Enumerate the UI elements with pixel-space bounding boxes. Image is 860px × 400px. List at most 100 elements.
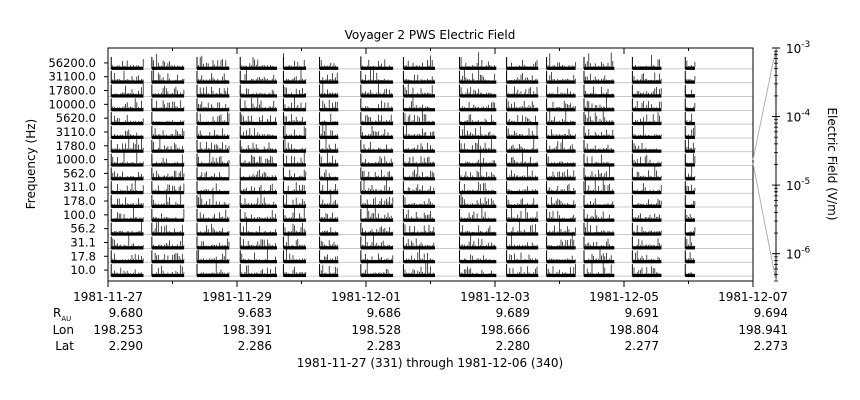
channel-trace <box>282 222 307 236</box>
channel-trace <box>402 222 436 236</box>
channel-trace <box>196 259 230 278</box>
channel-trace <box>631 222 662 236</box>
channel-trace <box>402 195 436 209</box>
channel-trace <box>151 264 185 278</box>
channel-trace <box>684 220 696 236</box>
channel-trace <box>319 153 339 167</box>
channel-trace <box>282 264 307 278</box>
channel-trace <box>684 98 696 112</box>
channel-trace <box>282 94 307 112</box>
channel-trace <box>239 177 277 195</box>
channel-trace <box>402 245 436 264</box>
frequency-tick-label: 17800.0 <box>48 84 96 98</box>
channel-trace <box>506 181 539 195</box>
channel-trace <box>546 98 576 112</box>
channel-trace <box>684 235 696 250</box>
channel-trace <box>402 164 436 181</box>
channel-trace <box>583 195 615 209</box>
channel-trace <box>684 56 696 70</box>
channel-trace <box>631 208 662 222</box>
ephemeris-value: 198.941 <box>738 323 788 337</box>
channel-trace <box>583 166 615 181</box>
ephemeris-row-label: Lat <box>55 339 74 353</box>
channel-trace <box>196 111 230 126</box>
channel-trace <box>196 151 230 167</box>
channel-trace <box>360 177 394 195</box>
channel-trace <box>282 148 307 167</box>
channel-trace <box>684 163 696 181</box>
channel-trace <box>459 250 497 264</box>
channel-trace <box>546 136 576 153</box>
channel-trace <box>546 70 576 84</box>
channel-trace <box>151 84 185 98</box>
colorbar-label: Electric Field (V/m) <box>825 107 839 220</box>
channel-trace <box>151 69 185 84</box>
colorbar-connector-bottom <box>752 162 777 282</box>
channel-trace <box>196 55 230 70</box>
channel-trace <box>110 264 144 278</box>
channel-trace <box>546 208 576 222</box>
ephemeris-value: 2.283 <box>367 339 401 353</box>
channel-trace <box>506 165 539 181</box>
channel-trace <box>402 260 436 278</box>
channel-trace <box>319 190 339 209</box>
channel-trace <box>360 204 394 222</box>
ephemeris-value: 2.286 <box>238 339 272 353</box>
frequency-tick-label: 56200.0 <box>48 56 96 70</box>
channel-trace <box>583 52 615 70</box>
channel-trace <box>196 236 230 250</box>
channel-trace <box>360 80 394 98</box>
y-axis-label: Frequency (Hz) <box>24 119 38 210</box>
channel-trace <box>360 56 394 70</box>
frequency-tick-label: 31100.0 <box>48 70 96 84</box>
channel-trace <box>319 264 339 278</box>
channel-trace <box>110 98 144 112</box>
channel-trace <box>282 68 307 84</box>
channel-trace <box>151 165 185 181</box>
channel-trace <box>459 207 497 222</box>
channel-trace <box>151 181 185 195</box>
channel-trace <box>631 84 662 98</box>
channel-trace <box>319 222 339 236</box>
channel-trace <box>631 70 662 84</box>
channel-trace <box>196 70 230 84</box>
channel-trace <box>684 84 696 98</box>
channel-trace <box>239 264 277 278</box>
channel-trace <box>459 69 497 84</box>
channel-trace <box>360 112 394 126</box>
channel-trace <box>459 162 497 181</box>
ephemeris-value: 2.273 <box>754 339 788 353</box>
channel-trace <box>684 181 696 195</box>
channel-trace <box>360 222 394 236</box>
channel-trace <box>459 125 497 139</box>
channel-trace <box>506 56 539 70</box>
frequency-tick-label: 311.0 <box>63 180 96 194</box>
channel-trace <box>402 83 436 98</box>
channel-trace <box>459 84 497 98</box>
channel-trace <box>583 139 615 153</box>
channel-trace <box>151 153 185 167</box>
channel-trace <box>402 208 436 222</box>
channel-trace <box>631 164 662 181</box>
channel-trace <box>402 108 436 126</box>
channel-trace <box>506 112 539 126</box>
channel-trace <box>319 177 339 195</box>
channel-trace <box>583 236 615 250</box>
channel-trace <box>282 122 307 139</box>
channel-trace <box>151 232 185 250</box>
channel-trace <box>196 84 230 98</box>
channel-trace <box>583 125 615 139</box>
frequency-tick-label: 10000.0 <box>48 97 96 111</box>
channel-trace <box>110 205 144 222</box>
channel-trace <box>402 122 436 139</box>
channel-trace <box>151 98 185 112</box>
channel-trace <box>110 218 144 236</box>
channel-trace <box>459 52 497 70</box>
channel-trace <box>282 112 307 126</box>
channel-trace <box>196 208 230 222</box>
channel-trace <box>239 191 277 209</box>
ephemeris-value: 2.277 <box>625 339 659 353</box>
frequency-tick-label: 17.8 <box>70 249 96 263</box>
x-tick-label: 1981-12-07 <box>718 290 788 304</box>
channel-trace <box>239 208 277 222</box>
